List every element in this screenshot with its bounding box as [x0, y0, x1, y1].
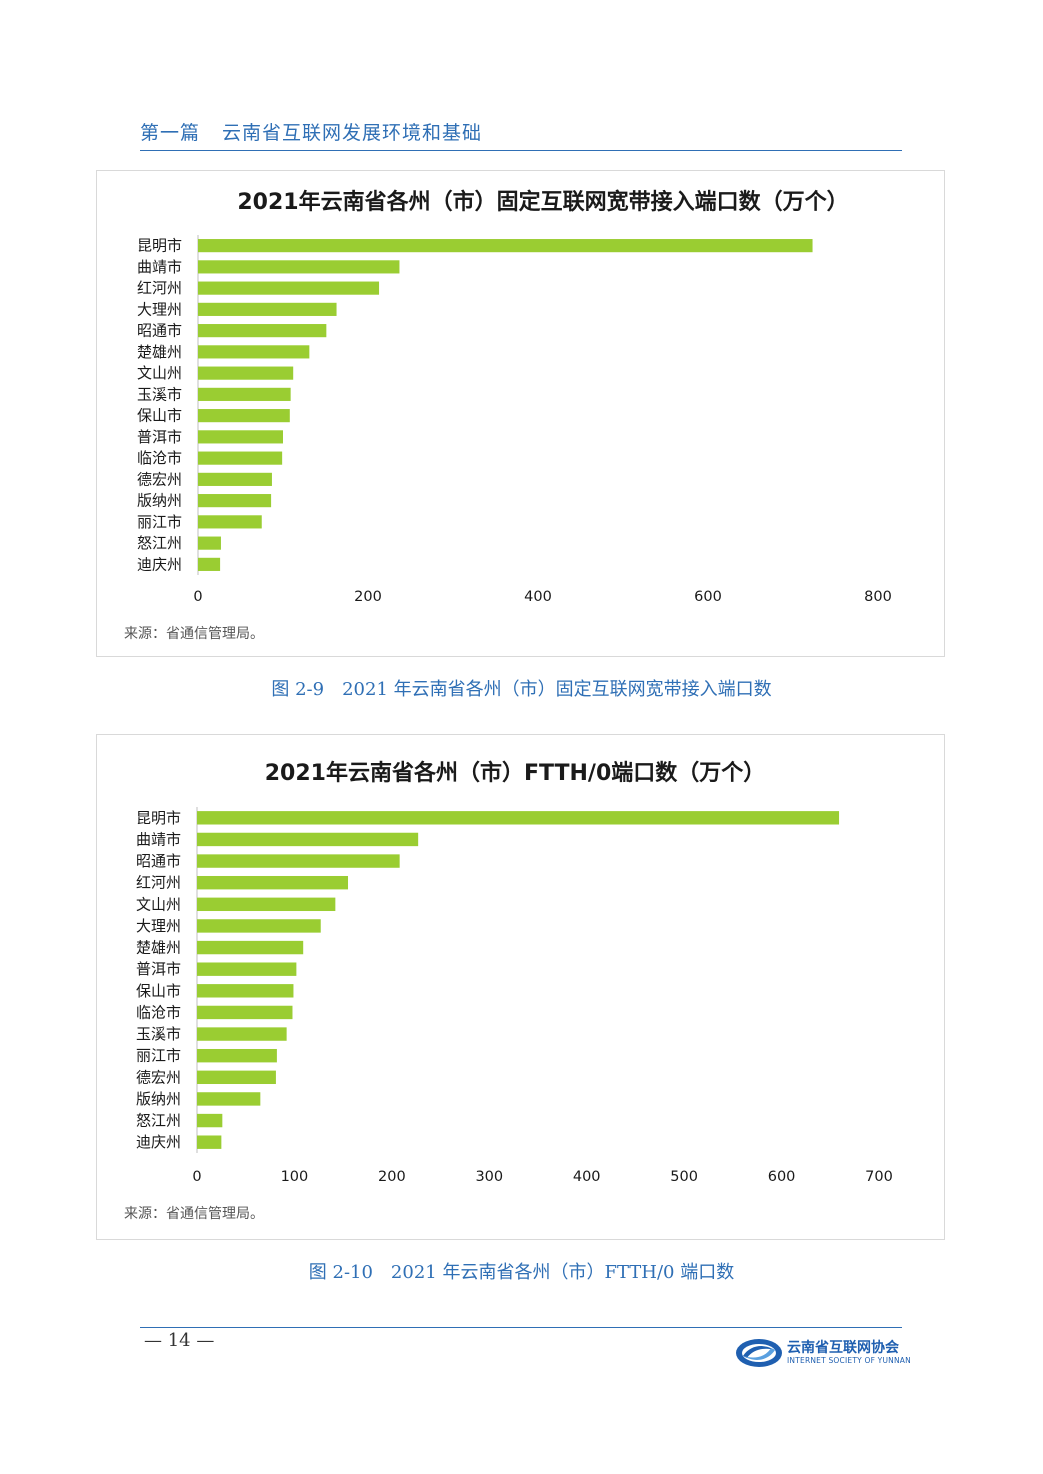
- bar: [198, 409, 290, 423]
- header-title: 云南省互联网发展环境和基础: [222, 122, 483, 144]
- category-label: 文山州: [136, 895, 181, 913]
- x-tick-label: 600: [768, 1169, 796, 1185]
- bar: [198, 557, 221, 571]
- header-text: 第一篇 云南省互联网发展环境和基础: [140, 118, 902, 145]
- chart-panel-ftth-ports: 2021年云南省各州（市）FTTH/0端口数（万个） 昆明市曲靖市昭通市红河州文山…: [96, 734, 945, 1240]
- category-label: 大理州: [137, 300, 182, 318]
- bar: [197, 811, 840, 825]
- chart-source-note: 来源：省通信管理局。: [124, 626, 264, 642]
- category-label: 版纳州: [136, 1090, 181, 1108]
- category-label: 怒江州: [136, 1112, 181, 1130]
- x-tick-label: 500: [670, 1169, 698, 1185]
- category-label: 普洱市: [137, 428, 182, 446]
- figure-caption: 图 2-10 2021 年云南省各州（市）FTTH/0 端口数: [308, 1262, 735, 1283]
- x-tick-label: 200: [378, 1169, 406, 1185]
- bar: [197, 940, 304, 955]
- bar: [198, 239, 813, 253]
- footer-divider: [140, 1327, 902, 1328]
- category-label: 昭通市: [136, 852, 181, 870]
- header-divider: [140, 150, 902, 151]
- category-label: 保山市: [136, 982, 181, 1000]
- bar: [198, 387, 291, 401]
- bar: [197, 1048, 277, 1063]
- x-tick-label: 0: [192, 1169, 201, 1185]
- logo-text-en: INTERNET SOCIETY OF YUNNAN: [787, 1356, 911, 1365]
- bar: [198, 472, 272, 486]
- association-logo: 云南省互联网协会 INTERNET SOCIETY OF YUNNAN: [735, 1336, 911, 1370]
- category-label: 版纳州: [137, 492, 182, 510]
- page-number: — 14 —: [144, 1330, 215, 1351]
- category-label: 临沧市: [137, 449, 182, 467]
- x-tick-label: 700: [865, 1169, 893, 1185]
- x-tick-label: 300: [475, 1169, 503, 1185]
- bar: [197, 1113, 223, 1128]
- page-header: 第一篇 云南省互联网发展环境和基础: [140, 118, 902, 151]
- bar: [198, 515, 262, 529]
- category-label: 昭通市: [137, 322, 182, 340]
- category-label: 玉溪市: [136, 1025, 181, 1043]
- bar: [198, 430, 283, 444]
- bar: [197, 897, 336, 912]
- logo-emblem-icon: [736, 1339, 782, 1367]
- x-tick-label: 100: [281, 1169, 309, 1185]
- header-part: 第一篇: [140, 122, 201, 144]
- bar: [197, 1135, 222, 1149]
- category-label: 迪庆州: [136, 1133, 181, 1151]
- bar: [198, 536, 221, 550]
- x-tick-label: 400: [573, 1169, 601, 1185]
- chart-title: 2021年云南省各州（市）固定互联网宽带接入端口数（万个）: [237, 189, 848, 215]
- bar: [198, 345, 310, 359]
- x-tick-label: 200: [354, 589, 382, 605]
- x-tick-label: 800: [864, 589, 892, 605]
- bar: [197, 1005, 293, 1020]
- category-label: 曲靖市: [136, 830, 181, 848]
- chart-panel-broadband-ports: 2021年云南省各州（市）固定互联网宽带接入端口数（万个） 昆明市曲靖市红河州大理…: [96, 170, 945, 657]
- category-label: 红河州: [136, 874, 181, 892]
- bar: [197, 875, 349, 890]
- category-label: 临沧市: [136, 1003, 181, 1021]
- category-label: 昆明市: [137, 237, 182, 255]
- bar: [198, 324, 327, 338]
- category-label: 玉溪市: [137, 385, 182, 403]
- category-label: 德宏州: [137, 470, 182, 488]
- bar: [197, 919, 321, 933]
- bar: [197, 1092, 261, 1106]
- chart-broadband-ports: 2021年云南省各州（市）固定互联网宽带接入端口数（万个） 昆明市曲靖市红河州大理…: [137, 189, 892, 605]
- bar: [198, 281, 380, 295]
- category-label: 红河州: [137, 279, 182, 297]
- bar: [198, 260, 400, 274]
- chart-title: 2021年云南省各州（市）FTTH/0端口数（万个）: [265, 760, 766, 786]
- category-label: 楚雄州: [136, 939, 181, 957]
- category-label: 丽江市: [136, 1047, 181, 1065]
- chart-ftth-ports: 2021年云南省各州（市）FTTH/0端口数（万个） 昆明市曲靖市昭通市红河州文山…: [136, 760, 893, 1185]
- category-label: 迪庆州: [137, 555, 182, 573]
- logo-text-cn: 云南省互联网协会: [787, 1340, 899, 1356]
- category-label: 怒江州: [137, 534, 182, 552]
- bar: [197, 832, 419, 847]
- bar: [197, 962, 297, 976]
- category-label: 保山市: [137, 407, 182, 425]
- x-tick-label: 0: [193, 589, 202, 605]
- category-label: 德宏州: [136, 1068, 181, 1086]
- bar: [197, 1027, 287, 1041]
- bar: [198, 451, 283, 465]
- category-label: 昆明市: [136, 809, 181, 827]
- category-label: 普洱市: [136, 960, 181, 978]
- figure-caption: 图 2-9 2021 年云南省各州（市）固定互联网宽带接入端口数: [271, 679, 772, 700]
- category-label: 曲靖市: [137, 258, 182, 276]
- bar: [198, 302, 337, 316]
- bar: [197, 1070, 276, 1085]
- chart-source-note: 来源：省通信管理局。: [124, 1206, 264, 1222]
- category-label: 文山州: [137, 364, 182, 382]
- category-label: 楚雄州: [137, 343, 182, 361]
- x-tick-label: 600: [694, 589, 722, 605]
- bar: [197, 984, 294, 998]
- category-label: 大理州: [136, 917, 181, 935]
- category-label: 丽江市: [137, 513, 182, 531]
- bar: [198, 494, 272, 508]
- bar: [197, 854, 400, 868]
- bar: [198, 366, 294, 380]
- x-tick-label: 400: [524, 589, 552, 605]
